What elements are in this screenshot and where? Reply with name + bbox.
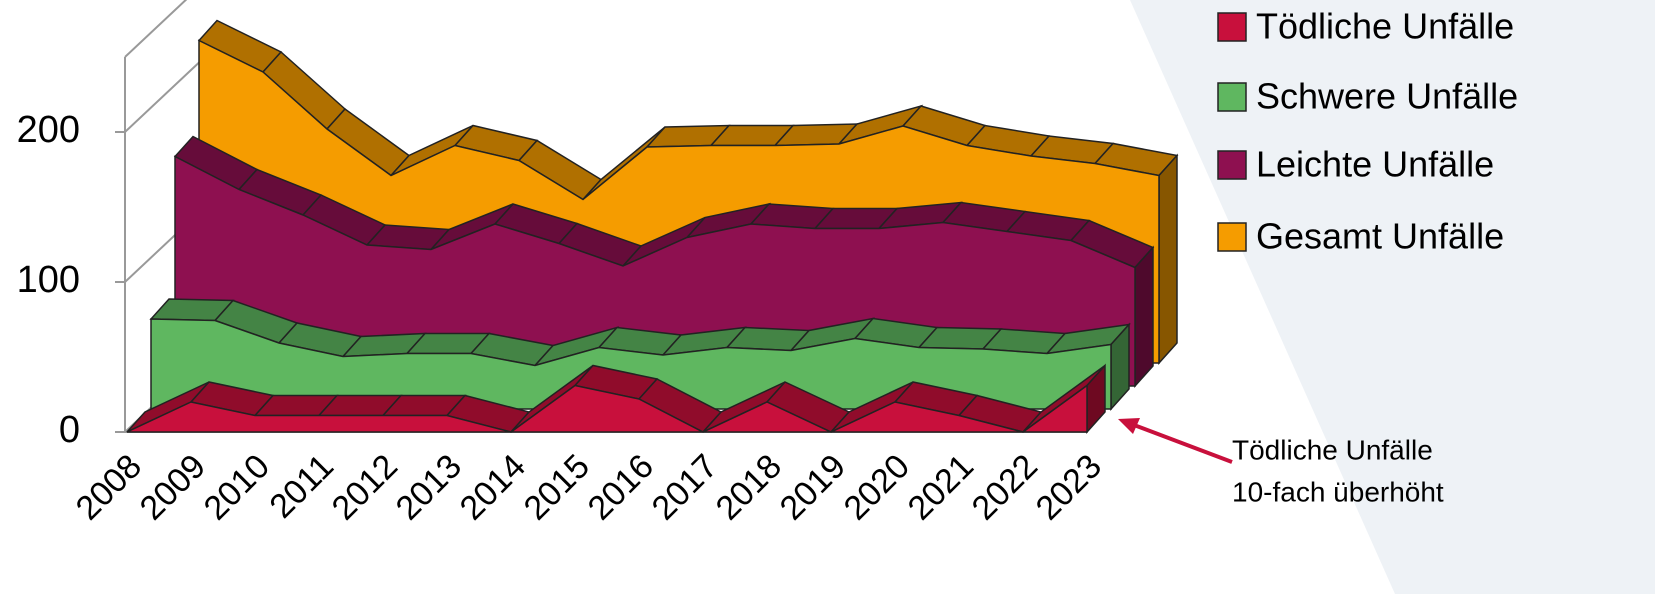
- x-tick-label: 2019: [773, 447, 853, 527]
- x-tick-label: 2015: [517, 447, 597, 527]
- arrow-head: [1118, 418, 1140, 434]
- legend-swatch: [1217, 82, 1247, 112]
- area-side: [1134, 245, 1154, 388]
- y-tick-label: 200: [17, 109, 80, 151]
- legend-label: Gesamt Unfälle: [1256, 216, 1504, 257]
- x-tick-label: 2012: [325, 447, 405, 527]
- legend-label: Tödliche Unfälle: [1256, 6, 1514, 47]
- annotation: Tödliche Unfälle: [1232, 434, 1433, 465]
- background-shape: [1130, 0, 1655, 594]
- area-side: [1158, 153, 1178, 365]
- legend-label: Schwere Unfälle: [1256, 76, 1518, 117]
- y-tick-label: 100: [17, 259, 80, 301]
- x-tick-label: 2010: [197, 447, 277, 527]
- x-tick-label: 2008: [69, 447, 149, 527]
- annotation-arrow: [1125, 420, 1233, 464]
- x-tick-label: 2017: [645, 447, 725, 527]
- plot: [126, 19, 1179, 434]
- x-tick-label: 2022: [965, 447, 1045, 527]
- back-wall-line: [124, 0, 188, 58]
- x-tick-label: 2023: [1029, 447, 1109, 527]
- y-tick-label: 0: [59, 409, 80, 451]
- x-tick-label: 2011: [262, 447, 341, 526]
- x-tick-label: 2014: [453, 447, 533, 527]
- annotation: 10-fach überhöht: [1232, 476, 1444, 507]
- x-tick-label: 2020: [837, 447, 917, 527]
- legend-swatch: [1217, 12, 1247, 42]
- area: [150, 318, 1112, 410]
- x-tick-label: 2018: [709, 447, 789, 527]
- x-tick-label: 2016: [581, 447, 661, 527]
- legend-label: Leichte Unfälle: [1256, 144, 1494, 185]
- legend-swatch: [1217, 150, 1247, 180]
- x-tick-label: 2009: [133, 447, 213, 527]
- area: [126, 384, 1088, 433]
- x-tick-label: 2013: [389, 447, 469, 527]
- legend-swatch: [1217, 222, 1247, 252]
- x-tick-label: 2021: [901, 447, 981, 527]
